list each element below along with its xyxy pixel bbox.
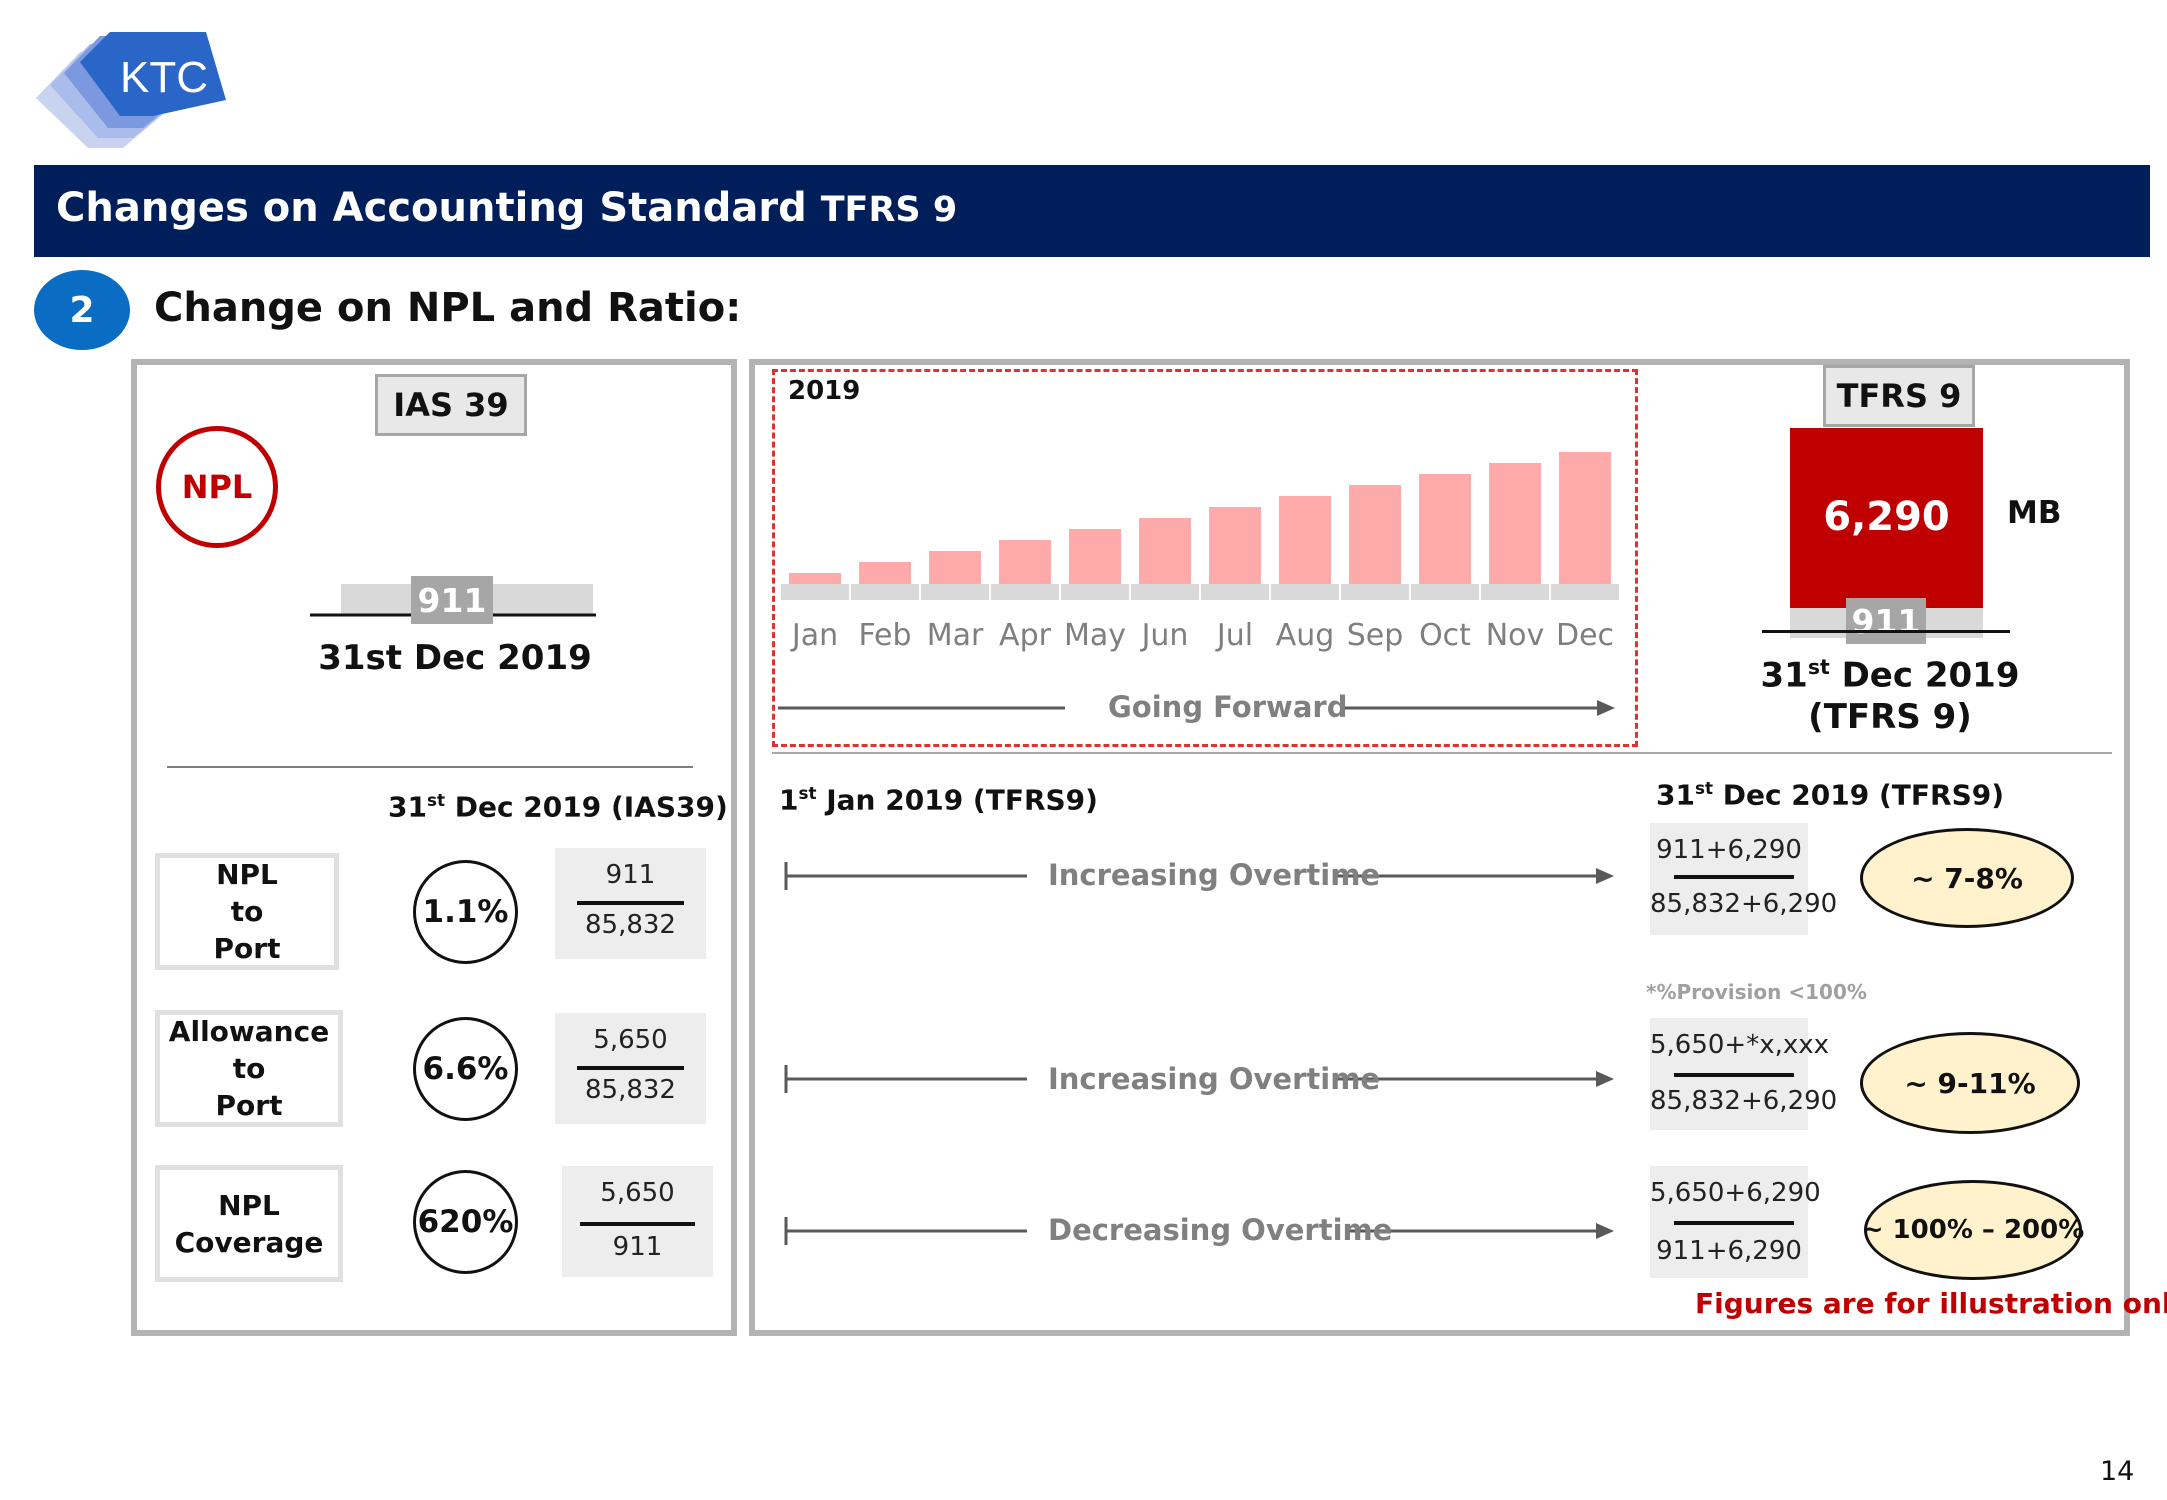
tfrs9-provision-bar bbox=[1790, 428, 1983, 608]
npl-to-port-label: NPL to Port bbox=[155, 853, 339, 970]
tfrs9-npl-coverage-result: ~ 100% – 200% bbox=[1862, 1180, 2084, 1280]
tfrs9-npl-coverage-fraction: 5,650+6,290 911+6,290 bbox=[1650, 1166, 1821, 1278]
chart-bar-oct bbox=[1419, 474, 1471, 584]
chart-bar-apr bbox=[999, 540, 1051, 584]
page-title: Changes on Accounting Standard TFRS 9 bbox=[56, 185, 958, 231]
chart-bar-aug bbox=[1279, 496, 1331, 584]
chart-tick-sep: Sep bbox=[1347, 618, 1404, 653]
chart-base-oct bbox=[1411, 584, 1479, 600]
tfrs9-date-standard: (TFRS 9) bbox=[1808, 697, 1972, 737]
monthly-npl-chart-frame bbox=[772, 369, 1638, 747]
chart-base-jan bbox=[781, 584, 849, 600]
section-title: Change on NPL and Ratio: bbox=[154, 285, 742, 331]
page-number: 14 bbox=[2100, 1456, 2135, 1487]
chart-bar-jul bbox=[1209, 507, 1261, 584]
left-divider bbox=[167, 766, 693, 768]
tfrs9-npl-to-port-fraction: 911+6,290 85,832+6,290 bbox=[1650, 823, 1837, 935]
tfrs9-npl-value: 911 bbox=[1846, 598, 1926, 644]
trend-label-row3: Decreasing Overtime bbox=[1048, 1213, 1393, 1247]
chart-bar-feb bbox=[859, 562, 911, 584]
chart-base-nov bbox=[1481, 584, 1549, 600]
chart-tick-aug: Aug bbox=[1276, 618, 1335, 653]
chart-base-mar bbox=[921, 584, 989, 600]
chart-base-jul bbox=[1201, 584, 1269, 600]
chart-tick-oct: Oct bbox=[1419, 618, 1471, 653]
chart-base-aug bbox=[1271, 584, 1339, 600]
trend-arrow-row2 bbox=[784, 1065, 1614, 1093]
chart-tick-jun: Jun bbox=[1140, 618, 1189, 653]
chart-base-jun bbox=[1131, 584, 1199, 600]
tfrs9-allowance-to-port-fraction: 5,650+*x,xxx 85,832+6,290 bbox=[1650, 1018, 1837, 1130]
npl-to-port-ratio: 1.1% bbox=[413, 860, 518, 964]
chart-tick-jul: Jul bbox=[1215, 618, 1253, 653]
going-forward-arrow bbox=[778, 700, 1615, 716]
npl-coverage-ratio: 620% bbox=[413, 1170, 518, 1274]
tfrs9-tag: TFRS 9 bbox=[1823, 365, 1975, 427]
chart-base-feb bbox=[851, 584, 919, 600]
chart-base-may bbox=[1061, 584, 1129, 600]
tfrs9-date: 31st Dec 2019 bbox=[1760, 655, 2020, 696]
chart-base-apr bbox=[991, 584, 1059, 600]
chart-bar-may bbox=[1069, 529, 1121, 584]
npl-to-port-fraction: 911 85,832 bbox=[555, 848, 706, 959]
svg-text:KTC: KTC bbox=[120, 53, 208, 102]
chart-base-dec bbox=[1551, 584, 1619, 600]
right-divider bbox=[772, 752, 2112, 754]
tfrs9-npl-to-port-result: ~ 7-8% bbox=[1860, 828, 2074, 928]
tfrs9-baseline bbox=[1762, 630, 2010, 633]
chart-bar-jun bbox=[1139, 518, 1191, 584]
unit-label: MB bbox=[2007, 495, 2062, 531]
ias39-tag: IAS 39 bbox=[375, 374, 527, 436]
allowance-to-port-fraction: 5,650 85,832 bbox=[555, 1013, 706, 1124]
ias39-npl-value: 911 bbox=[411, 576, 493, 624]
going-forward-label: Going Forward bbox=[1108, 690, 1348, 724]
ias39-column-header: 31st Dec 2019 (IAS39) bbox=[388, 790, 728, 824]
monthly-npl-chart: Jan Feb Mar Apr May Jun Jul Aug Sep Oct Nov Dec bbox=[781, 452, 1619, 653]
trend-label-row2: Increasing Overtime bbox=[1048, 1062, 1381, 1096]
section-number-badge: 2 bbox=[34, 270, 130, 350]
header-bar: Changes on Accounting Standard TFRS 9 bbox=[34, 165, 2150, 257]
chart-year-label: 2019 bbox=[788, 376, 861, 406]
chart-bar-mar bbox=[929, 551, 981, 584]
trend-arrow-row1 bbox=[784, 862, 1614, 890]
chart-tick-may: May bbox=[1064, 618, 1126, 653]
allowance-to-port-ratio: 6.6% bbox=[413, 1017, 518, 1121]
chart-tick-mar: Mar bbox=[927, 618, 984, 653]
npl-coverage-label: NPL Coverage bbox=[155, 1165, 343, 1282]
ias39-date: 31st Dec 2019 bbox=[318, 638, 592, 678]
trend-arrow-row3 bbox=[784, 1217, 1614, 1245]
allowance-to-port-label: Allowance to Port bbox=[155, 1010, 343, 1127]
chart-tick-nov: Nov bbox=[1486, 618, 1545, 653]
trend-label-row1: Increasing Overtime bbox=[1048, 858, 1381, 892]
end-date-header: 31st Dec 2019 (TFRS9) bbox=[1656, 778, 2005, 812]
chart-tick-jan: Jan bbox=[790, 618, 838, 653]
chart-bar-nov bbox=[1489, 463, 1541, 584]
npl-coverage-fraction: 5,650 911 bbox=[562, 1166, 713, 1277]
chart-tick-dec: Dec bbox=[1556, 618, 1614, 653]
chart-bar-sep bbox=[1349, 485, 1401, 584]
chart-tick-feb: Feb bbox=[858, 618, 911, 653]
ias39-panel bbox=[131, 359, 737, 1336]
ktc-logo: KTC bbox=[36, 32, 226, 148]
chart-tick-apr: Apr bbox=[999, 618, 1052, 653]
chart-base-sep bbox=[1341, 584, 1409, 600]
chart-bar-dec bbox=[1559, 452, 1611, 584]
chart-bar-jan bbox=[789, 573, 841, 584]
tfrs9-allowance-to-port-result: ~ 9-11% bbox=[1860, 1032, 2080, 1134]
provision-note: *%Provision <100% bbox=[1646, 980, 1867, 1004]
illustration-disclaimer: Figures are for illustration only bbox=[1695, 1287, 2167, 1320]
tfrs9-panel bbox=[749, 359, 2130, 1336]
npl-badge: NPL bbox=[156, 426, 278, 548]
start-date-header: 1st Jan 2019 (TFRS9) bbox=[779, 783, 1098, 817]
tfrs9-provision-value: 6,290 bbox=[1823, 494, 1950, 540]
